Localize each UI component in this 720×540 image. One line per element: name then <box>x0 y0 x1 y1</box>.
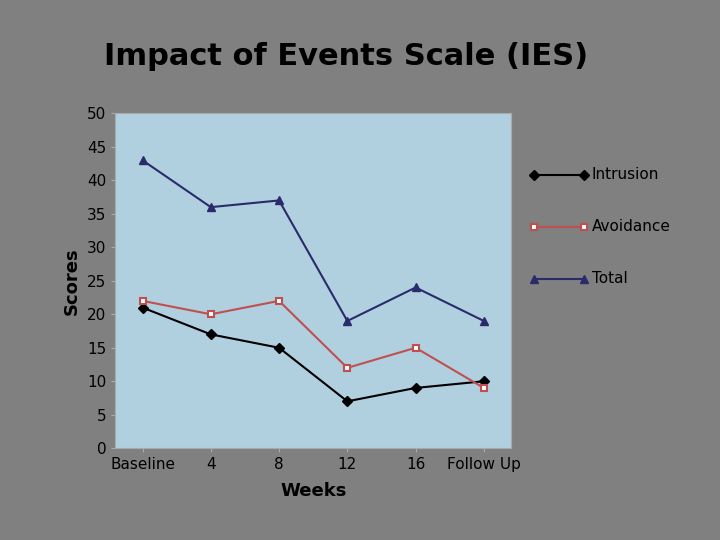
Intrusion <box>480 378 488 384</box>
Total <box>480 318 488 324</box>
Avoidance <box>480 384 488 391</box>
Text: Total: Total <box>592 271 628 286</box>
Avoidance <box>411 345 420 351</box>
Intrusion <box>411 384 420 391</box>
Avoidance <box>207 311 215 318</box>
Total <box>138 157 147 164</box>
Total <box>411 284 420 291</box>
Line: Avoidance: Avoidance <box>139 298 487 392</box>
Text: Intrusion: Intrusion <box>592 167 660 183</box>
Intrusion <box>343 398 351 404</box>
Total <box>275 197 284 204</box>
Total <box>207 204 215 211</box>
Line: Total: Total <box>138 156 488 325</box>
Text: Avoidance: Avoidance <box>592 219 671 234</box>
Text: Weeks: Weeks <box>280 482 346 501</box>
Avoidance <box>138 298 147 304</box>
Line: Intrusion: Intrusion <box>139 304 487 405</box>
Intrusion <box>138 305 147 311</box>
Avoidance <box>343 364 351 371</box>
Avoidance <box>275 298 284 304</box>
Intrusion <box>275 345 284 351</box>
Intrusion <box>207 331 215 338</box>
Total <box>343 318 351 324</box>
Y-axis label: Scores: Scores <box>63 247 81 315</box>
Text: Impact of Events Scale (IES): Impact of Events Scale (IES) <box>104 42 588 71</box>
